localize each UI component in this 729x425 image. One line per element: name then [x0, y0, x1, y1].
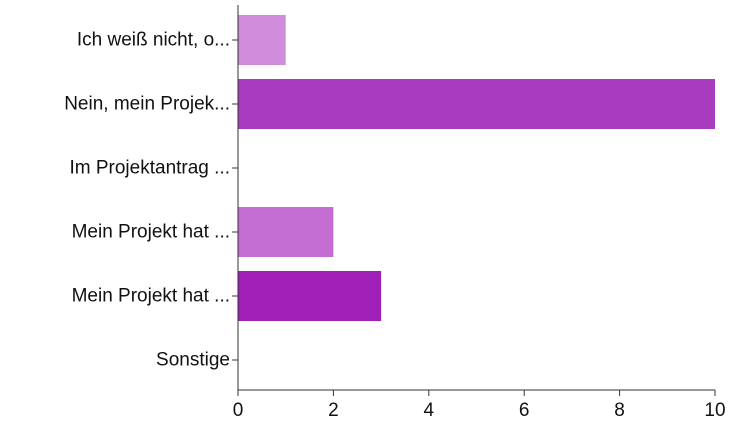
x-tick-label: 8 — [614, 400, 625, 421]
x-tick-label: 6 — [519, 400, 530, 421]
category-label: Ich weiß nicht, o... — [77, 30, 230, 51]
axes-layer — [232, 5, 716, 396]
bar — [238, 79, 715, 129]
category-label: Sonstige — [156, 350, 230, 371]
x-tick-label: 0 — [233, 400, 244, 421]
bar — [238, 15, 286, 65]
bar — [238, 207, 334, 257]
x-tick-label: 4 — [424, 400, 435, 421]
labels-layer: Ich weiß nicht, o... Nein, mein Projek...… — [64, 30, 725, 422]
category-label: Im Projektantrag ... — [69, 158, 230, 179]
bar — [238, 271, 382, 321]
bars-layer — [238, 15, 715, 321]
x-tick-label: 10 — [704, 400, 725, 421]
x-tick-label: 2 — [328, 400, 339, 421]
category-label: Nein, mein Projek... — [64, 94, 230, 115]
category-label: Mein Projekt hat ... — [72, 222, 230, 243]
category-label: Mein Projekt hat ... — [72, 286, 230, 307]
